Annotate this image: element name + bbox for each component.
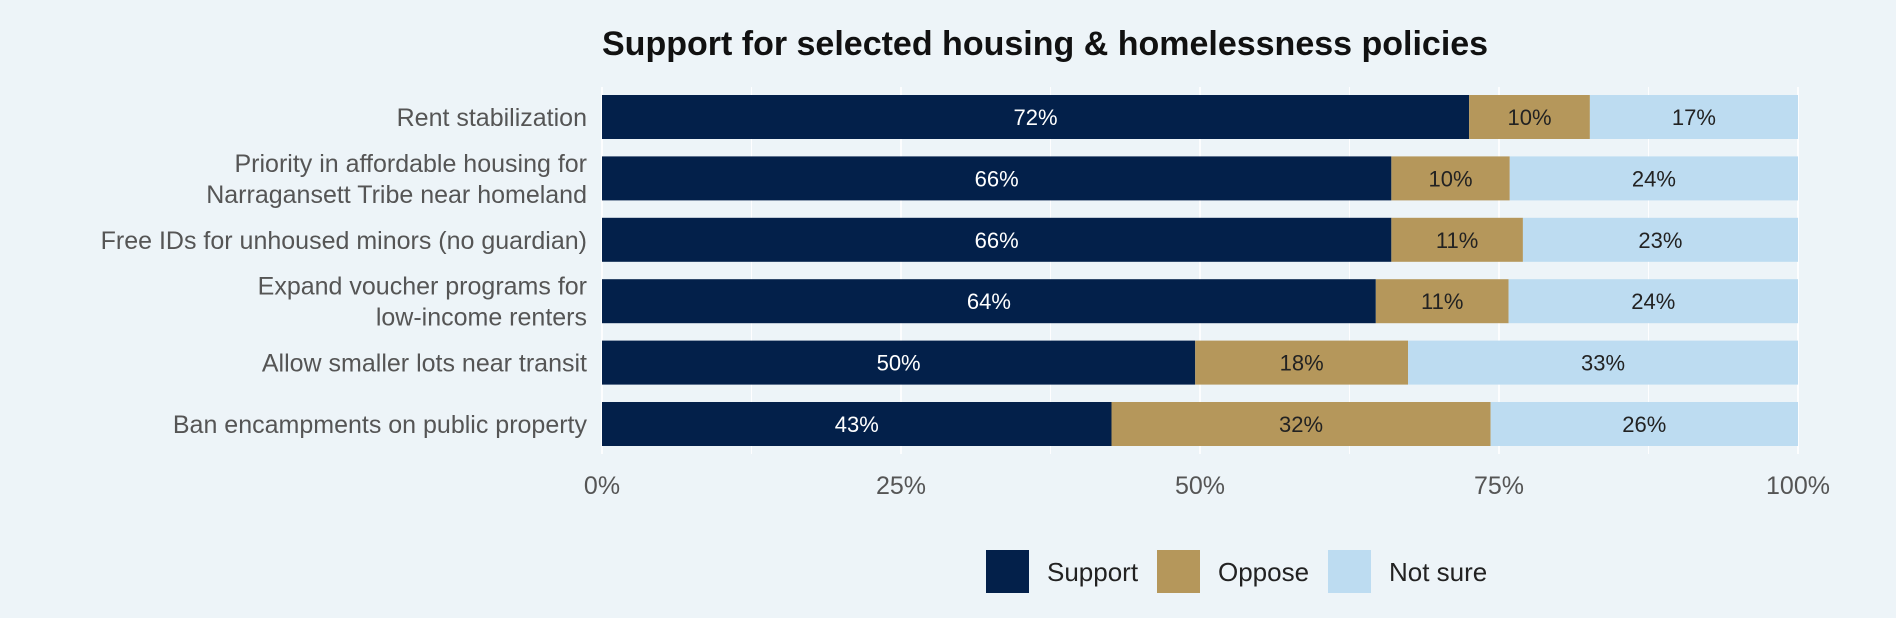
data-label: 10%	[1429, 166, 1473, 191]
x-tick-label: 50%	[1175, 472, 1225, 500]
data-label: 50%	[877, 351, 921, 376]
bar-oppose	[1391, 156, 1510, 201]
x-tick-label: 100%	[1766, 472, 1830, 500]
category-label: Priority in affordable housing for Narrag…	[206, 150, 587, 209]
bar-support	[602, 217, 1392, 262]
legend-label: Support	[1047, 557, 1139, 587]
x-tick-label: 75%	[1474, 472, 1524, 500]
bar-support	[602, 95, 1470, 139]
bar-oppose	[1469, 95, 1590, 139]
category-label: Rent stabilization	[397, 104, 587, 132]
data-label: 72%	[1014, 105, 1058, 130]
bar-support	[602, 340, 1196, 385]
bars: 72% 10% 17% 66% 10% 24% 66% 11% 23% 64% 11% 24% 50% 1…	[602, 95, 1798, 446]
category-labels: Rent stabilization Priority in affordable…	[101, 104, 588, 439]
bar-support	[602, 402, 1112, 446]
category-label: Ban encampments on public property	[173, 411, 588, 439]
x-tick-label: 0%	[584, 472, 620, 500]
grid-lines	[601, 87, 1799, 454]
x-tick-label: 25%	[876, 472, 926, 500]
bar-oppose	[1111, 402, 1491, 446]
bar-not-sure	[1589, 95, 1798, 139]
bar-not-sure	[1508, 279, 1798, 324]
legend: Support Oppose Not sure	[986, 550, 1487, 593]
bar-oppose	[1375, 279, 1509, 324]
bar-not-sure	[1509, 156, 1798, 201]
legend-label: Not sure	[1389, 557, 1487, 587]
data-label: 11%	[1421, 289, 1463, 314]
data-label: 64%	[967, 289, 1011, 314]
bar-oppose	[1195, 340, 1409, 385]
bar-not-sure	[1490, 402, 1798, 446]
data-label: 18%	[1280, 351, 1324, 376]
data-label: 32%	[1279, 412, 1323, 437]
data-label: 17%	[1672, 105, 1716, 130]
legend-label: Oppose	[1218, 557, 1309, 587]
data-label: 66%	[975, 228, 1019, 253]
chart-title: Support for selected housing & homelessn…	[602, 25, 1488, 63]
data-label: 10%	[1507, 105, 1551, 130]
bar-not-sure	[1408, 340, 1798, 385]
data-label: 43%	[835, 412, 879, 437]
data-label: 23%	[1638, 228, 1682, 253]
category-label: Free IDs for unhoused minors (no guardia…	[101, 227, 587, 255]
legend-swatch	[1328, 550, 1371, 593]
x-axis-ticks: 0% 25% 50% 75% 100%	[584, 472, 1830, 500]
legend-swatch	[986, 550, 1029, 593]
bar-oppose	[1391, 217, 1523, 262]
data-label: 26%	[1622, 412, 1666, 437]
data-label: 66%	[975, 166, 1019, 191]
bar-support	[602, 279, 1376, 324]
category-label: Expand voucher programs for low-income re…	[258, 273, 587, 332]
data-label: 24%	[1631, 289, 1675, 314]
category-label: Allow smaller lots near transit	[262, 350, 587, 378]
data-label: 24%	[1632, 166, 1676, 191]
legend-swatch	[1157, 550, 1200, 593]
bar-not-sure	[1522, 217, 1798, 262]
data-label: 11%	[1436, 228, 1478, 253]
bar-support	[602, 156, 1392, 201]
data-label: 33%	[1581, 351, 1625, 376]
